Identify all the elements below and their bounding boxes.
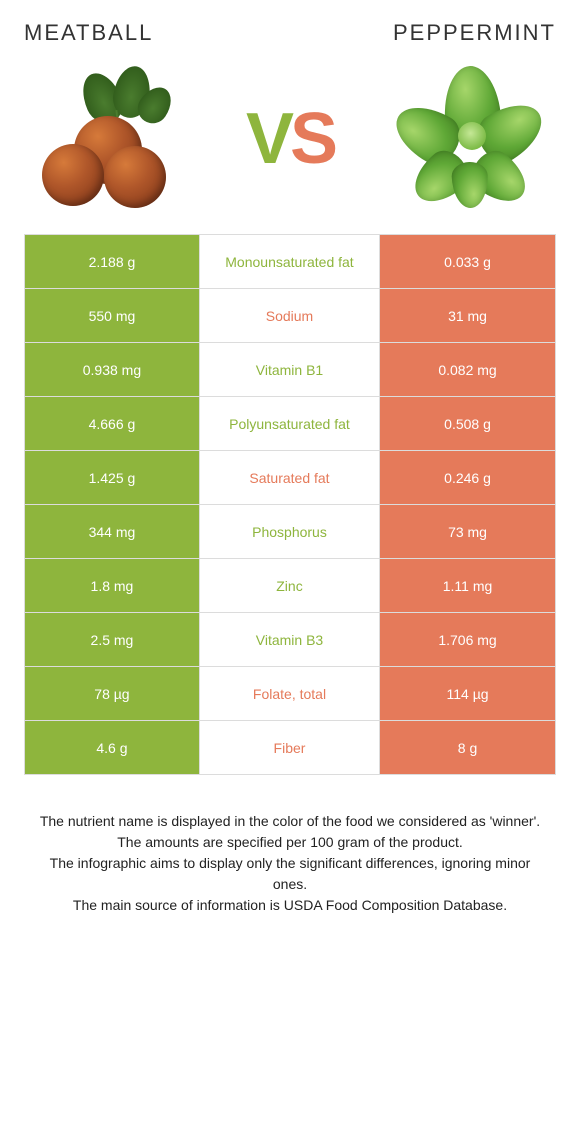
left-value: 344 mg bbox=[25, 505, 200, 558]
table-row: 344 mgPhosphorus73 mg bbox=[25, 505, 555, 559]
hero-row: VS bbox=[24, 64, 556, 214]
table-row: 4.6 gFiber8 g bbox=[25, 721, 555, 775]
right-value: 1.706 mg bbox=[380, 613, 555, 666]
table-row: 1.425 gSaturated fat0.246 g bbox=[25, 451, 555, 505]
table-row: 78 µgFolate, total114 µg bbox=[25, 667, 555, 721]
title-left: MEATBALL bbox=[24, 20, 153, 46]
table-row: 2.5 mgVitamin B31.706 mg bbox=[25, 613, 555, 667]
vs-s: S bbox=[290, 98, 334, 180]
left-value: 550 mg bbox=[25, 289, 200, 342]
right-value: 31 mg bbox=[380, 289, 555, 342]
left-value: 4.6 g bbox=[25, 721, 200, 774]
table-row: 1.8 mgZinc1.11 mg bbox=[25, 559, 555, 613]
table-row: 0.938 mgVitamin B10.082 mg bbox=[25, 343, 555, 397]
footer-line-4: The main source of information is USDA F… bbox=[32, 895, 548, 916]
footer-line-3: The infographic aims to display only the… bbox=[32, 853, 548, 895]
left-value: 1.8 mg bbox=[25, 559, 200, 612]
nutrient-label: Monounsaturated fat bbox=[200, 235, 380, 288]
nutrient-label: Fiber bbox=[200, 721, 380, 774]
meatball-image bbox=[34, 64, 184, 214]
right-value: 0.082 mg bbox=[380, 343, 555, 396]
nutrient-table: 2.188 gMonounsaturated fat0.033 g550 mgS… bbox=[24, 234, 556, 775]
right-value: 0.508 g bbox=[380, 397, 555, 450]
right-value: 73 mg bbox=[380, 505, 555, 558]
nutrient-label: Folate, total bbox=[200, 667, 380, 720]
nutrient-label: Saturated fat bbox=[200, 451, 380, 504]
right-value: 8 g bbox=[380, 721, 555, 774]
table-row: 4.666 gPolyunsaturated fat0.508 g bbox=[25, 397, 555, 451]
peppermint-image bbox=[396, 64, 546, 214]
right-value: 0.033 g bbox=[380, 235, 555, 288]
footer-line-1: The nutrient name is displayed in the co… bbox=[32, 811, 548, 832]
nutrient-label: Vitamin B1 bbox=[200, 343, 380, 396]
title-right: PEPPERMINT bbox=[393, 20, 556, 46]
left-value: 78 µg bbox=[25, 667, 200, 720]
left-value: 0.938 mg bbox=[25, 343, 200, 396]
left-value: 2.5 mg bbox=[25, 613, 200, 666]
footer-notes: The nutrient name is displayed in the co… bbox=[24, 811, 556, 916]
left-value: 1.425 g bbox=[25, 451, 200, 504]
vs-label: VS bbox=[246, 98, 334, 180]
nutrient-label: Sodium bbox=[200, 289, 380, 342]
right-value: 1.11 mg bbox=[380, 559, 555, 612]
nutrient-label: Phosphorus bbox=[200, 505, 380, 558]
nutrient-label: Polyunsaturated fat bbox=[200, 397, 380, 450]
right-value: 114 µg bbox=[380, 667, 555, 720]
left-value: 4.666 g bbox=[25, 397, 200, 450]
table-row: 2.188 gMonounsaturated fat0.033 g bbox=[25, 235, 555, 289]
footer-line-2: The amounts are specified per 100 gram o… bbox=[32, 832, 548, 853]
vs-v: V bbox=[246, 98, 290, 180]
right-value: 0.246 g bbox=[380, 451, 555, 504]
nutrient-label: Zinc bbox=[200, 559, 380, 612]
left-value: 2.188 g bbox=[25, 235, 200, 288]
table-row: 550 mgSodium31 mg bbox=[25, 289, 555, 343]
titles-bar: MEATBALL PEPPERMINT bbox=[24, 20, 556, 46]
nutrient-label: Vitamin B3 bbox=[200, 613, 380, 666]
